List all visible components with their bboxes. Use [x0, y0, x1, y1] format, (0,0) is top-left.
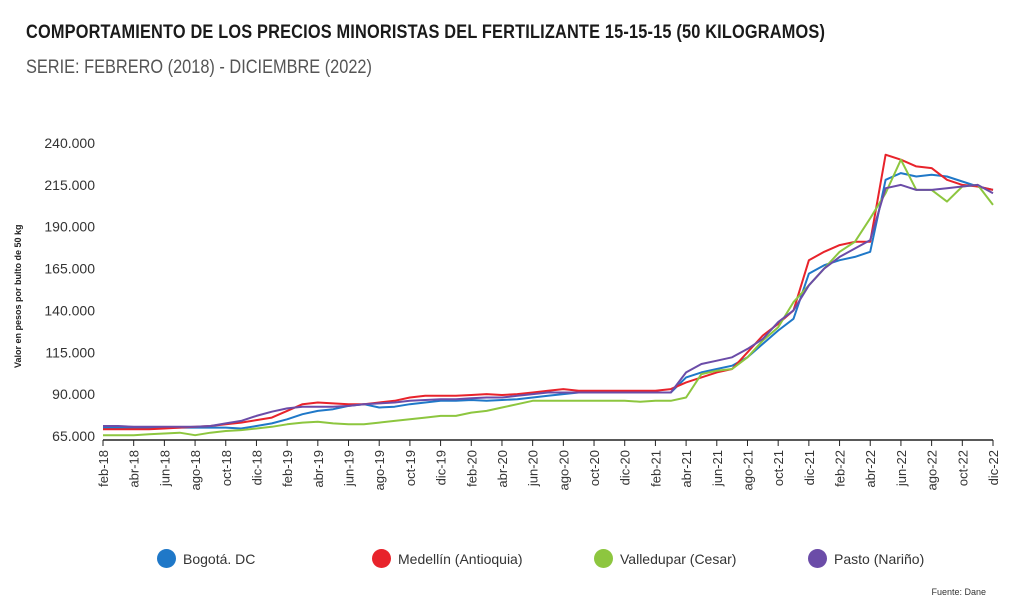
x-tick-label: jun-21 [710, 450, 725, 487]
series-line-pasto [103, 183, 994, 428]
x-tick-label: abr-22 [863, 450, 878, 488]
x-tick-label: ago-18 [188, 450, 203, 490]
y-tick-label: 65.000 [52, 428, 95, 444]
y-tick-label: 215.000 [44, 177, 95, 193]
x-tick-label: dic-21 [802, 450, 817, 485]
legend-item-pasto: Pasto (Nariño) [808, 549, 924, 568]
x-tick-label: abr-21 [679, 450, 694, 488]
legend-swatch-valledupar [594, 549, 613, 568]
legend-label-medellin: Medellín (Antioquia) [398, 550, 523, 567]
y-tick-label: 190.000 [44, 219, 95, 235]
x-tick-label: oct-21 [771, 450, 786, 486]
x-tick-label: dic-22 [986, 450, 1001, 485]
x-tick-label: jun-20 [526, 450, 541, 487]
x-tick-label: dic-20 [618, 450, 633, 485]
series-line-valledupar [103, 158, 994, 437]
x-tick-label: oct-20 [587, 450, 602, 486]
chart-title: COMPORTAMIENTO DE LOS PRECIOS MINORISTAS… [26, 22, 826, 43]
x-tick-label: dic-18 [249, 450, 264, 485]
x-tick-label: feb-22 [833, 450, 848, 487]
y-axis-label: Valor en pesos por bulto de 50 kg [13, 224, 23, 368]
x-tick-label: feb-19 [280, 450, 295, 487]
x-tick-label: ago-20 [556, 450, 571, 490]
y-tick-label: 115.000 [45, 344, 95, 360]
x-tick-label: feb-18 [96, 450, 111, 487]
legend-item-medellin: Medellín (Antioquia) [372, 549, 523, 568]
x-tick-label: ago-19 [372, 450, 387, 490]
x-tick-label: abr-19 [311, 450, 326, 488]
y-axis: 65.000 90.000 115.000 140.000 165.000 190.000… [44, 135, 95, 444]
x-tick-label: abr-20 [495, 450, 510, 488]
legend: Bogotá. DC Medellín (Antioquia) Valledup… [0, 549, 1024, 579]
legend-item-bogota: Bogotá. DC [157, 549, 255, 568]
x-tick-label: jun-19 [342, 450, 357, 487]
legend-label-bogota: Bogotá. DC [183, 550, 256, 567]
y-tick-label: 140.000 [44, 302, 95, 318]
legend-label-pasto: Pasto (Nariño) [834, 550, 925, 567]
x-tick-label: ago-21 [740, 450, 755, 490]
x-tick-label: dic-19 [434, 450, 449, 485]
x-tick-label: feb-20 [464, 450, 479, 487]
chart-subtitle: SERIE: FEBRERO (2018) - DICIEMBRE (2022) [26, 57, 372, 78]
x-tick-label: abr-18 [127, 450, 142, 488]
y-tick-label: 240.000 [44, 135, 95, 151]
legend-swatch-medellin [372, 549, 391, 568]
x-tick-label: jun-18 [157, 450, 172, 487]
x-tick-label: ago-22 [925, 450, 940, 490]
y-tick-label: 90.000 [52, 386, 95, 402]
legend-swatch-pasto [808, 549, 827, 568]
series-line-medellín [103, 153, 994, 431]
legend-label-valledupar: Valledupar (Cesar) [620, 550, 737, 567]
x-tick-label: oct-19 [403, 450, 418, 486]
x-axis: feb-18 abr-18 jun-18 ago-18 oct-18 dic-18 feb-… [96, 440, 1001, 490]
x-tick-label: jun-22 [894, 450, 909, 487]
series-lines [103, 153, 994, 437]
source-note: Fuente: Dane [931, 587, 986, 597]
x-tick-label: oct-18 [219, 450, 234, 486]
y-tick-label: 165.000 [44, 261, 95, 277]
series-line-bogotá [103, 172, 994, 430]
line-chart: 65.000 90.000 115.000 140.000 165.000 190.000… [13, 135, 1001, 490]
legend-item-valledupar: Valledupar (Cesar) [594, 549, 736, 568]
x-tick-label: oct-22 [955, 450, 970, 486]
legend-swatch-bogota [157, 549, 176, 568]
x-tick-label: feb-21 [648, 450, 663, 487]
